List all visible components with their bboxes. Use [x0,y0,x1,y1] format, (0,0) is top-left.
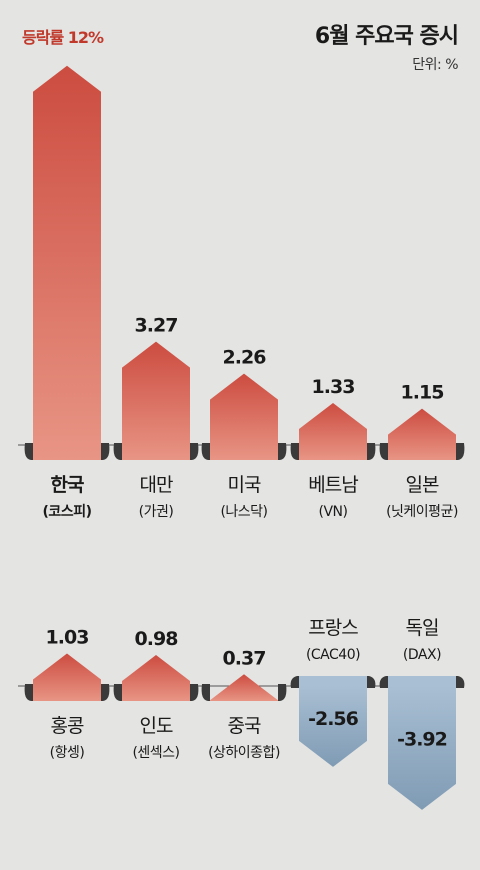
bar [388,686,456,810]
data-label: 0.37 [223,647,266,669]
data-label: 1.33 [312,376,355,398]
roll-top [388,676,456,686]
category-label: 베트남 [308,474,358,496]
data-label: 1.03 [46,626,89,648]
roll-curl [101,443,110,460]
category-sublabel: (가권) [139,504,174,520]
category-label: 홍콩 [51,715,84,737]
roll-curl [278,443,287,460]
category-sublabel: (나스닥) [220,504,267,520]
bar [210,373,278,460]
bar [33,653,101,701]
category-label: 미국 [228,474,261,496]
roll-curl [367,676,376,688]
roll-curl [24,443,33,460]
category-label: 일본 [406,474,439,496]
category-label: 인도 [140,715,173,737]
data-label: 2.26 [223,347,267,369]
bar [299,402,367,460]
roll-curl [379,676,388,688]
roll-top [299,676,367,686]
chart-title: 6월 주요국 증시 [314,24,459,49]
roll-curl [290,676,299,688]
bar [122,655,190,701]
category-sublabel: (닛케이평균) [386,504,458,520]
category-label: 대만 [140,474,173,496]
roll-curl [290,443,299,460]
roll-curl [101,684,110,701]
category-label: 독일 [406,617,439,639]
category-sublabel: (CAC40) [306,647,360,663]
data-label: -3.92 [397,728,447,750]
data-label: -2.56 [308,708,359,730]
roll-curl [379,443,388,460]
roll-curl [456,443,465,460]
roll-curl [24,684,33,701]
bar [33,65,101,461]
highlight-label: 등락률 12% [22,28,104,47]
roll-curl [113,684,122,701]
bar [210,674,278,701]
category-label: 중국 [228,715,261,737]
data-label: 3.27 [135,315,178,337]
roll-curl [367,443,376,460]
category-sublabel: (코스피) [43,504,92,520]
roll-curl [190,443,199,460]
category-sublabel: (항셍) [50,745,85,761]
unit-label: 단위: % [412,57,458,73]
data-label: 1.15 [401,382,444,404]
category-sublabel: (DAX) [403,647,441,663]
roll-curl [190,684,199,701]
category-label: 한국 [51,474,84,496]
chart-panel-2: 1.03 홍콩 (항셍) 0.98 인도 (센섹스) 0.37 중국 (상하이종합) -2.56 프… [18,617,465,810]
bar [299,686,367,767]
data-label: 0.98 [135,628,179,650]
roll-curl [201,684,210,701]
bar [388,408,456,460]
category-label: 프랑스 [308,617,358,639]
category-sublabel: (VN) [319,504,348,520]
bar [122,341,190,460]
roll-curl [278,684,287,701]
category-sublabel: (센섹스) [132,745,179,761]
chart-panel-1: 한국 (코스피) 3.27 대만 (가권) 2.26 미국 (나스닥) 1.33 베트남 (VN) 1… [18,65,465,520]
roll-curl [113,443,122,460]
roll-curl [456,676,465,688]
category-sublabel: (상하이종합) [208,745,280,761]
roll-curl [201,443,210,460]
